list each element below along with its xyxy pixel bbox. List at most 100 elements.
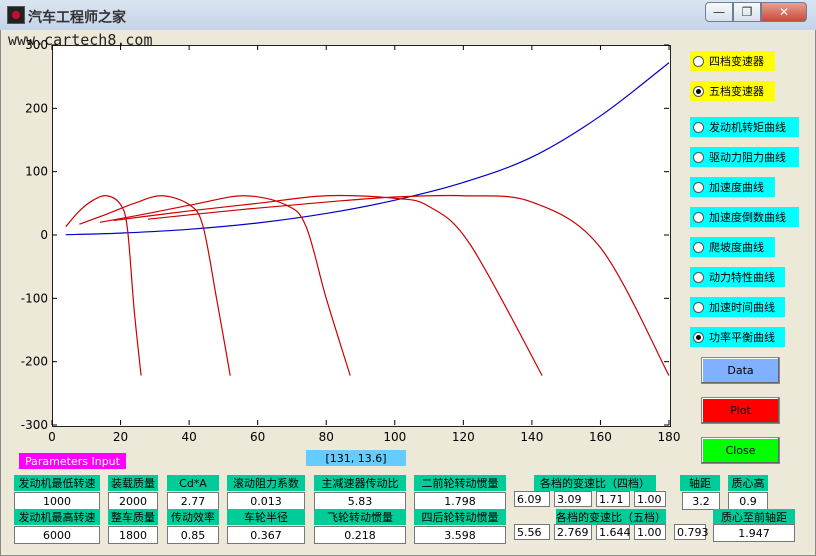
ratio4-gear3[interactable]: 1.71 [596, 491, 630, 507]
close-button[interactable]: Close [701, 437, 780, 464]
ratio5-gear3[interactable]: 1.644 [596, 524, 631, 540]
y-tick-label: 100 [25, 165, 48, 179]
radio-drive-resistance-curve[interactable]: 驱动力阻力曲线 [690, 147, 799, 167]
radio-dot[interactable] [693, 301, 704, 313]
radio-label: 加速度倒数曲线 [709, 211, 786, 224]
x-tick-label: 140 [520, 430, 543, 444]
final-drive-field[interactable]: 5.83 [314, 492, 406, 510]
radio-dot[interactable] [693, 55, 704, 67]
series-line-5 [147, 194, 670, 376]
x-tick-label: 180 [658, 430, 681, 444]
ratio5-gear4[interactable]: 1.00 [634, 524, 666, 540]
max-speed-field[interactable]: 6000 [14, 526, 100, 544]
curb-mass-field[interactable]: 1800 [108, 526, 158, 544]
radio-label: 发动机转矩曲线 [709, 121, 786, 134]
series-line-4 [113, 194, 543, 376]
radio-label: 四档变速器 [709, 55, 764, 68]
radio-label: 爬坡度曲线 [709, 241, 764, 254]
wheel-radius-field[interactable]: 0.367 [227, 526, 305, 544]
rolling-coef-label: 滚动阻力系数 [227, 475, 305, 491]
radio-dynamic-factor-curve[interactable]: 动力特性曲线 [690, 267, 785, 287]
close-window-icon[interactable]: ✕ [761, 2, 807, 22]
coordinate-readout: [131, 13.6] [306, 450, 406, 466]
app-icon [7, 6, 25, 24]
cg-height-field[interactable]: 0.9 [728, 492, 768, 510]
radio-label: 功率平衡曲线 [709, 331, 775, 344]
x-tick-label: 160 [589, 430, 612, 444]
radio-inverse-acceleration-curve[interactable]: 加速度倒数曲线 [690, 207, 799, 227]
rolling-coef-field[interactable]: 0.013 [227, 492, 305, 510]
front-inertia-field[interactable]: 1.798 [414, 492, 506, 510]
ratio4-gear1[interactable]: 6.09 [514, 491, 550, 507]
parameters-input-label: Parameters Input [19, 453, 126, 469]
radio-dot[interactable] [693, 121, 704, 133]
x-tick-label: 80 [319, 430, 334, 444]
radio-dot[interactable] [693, 241, 704, 253]
radio-power-balance-curve[interactable]: 功率平衡曲线 [690, 327, 785, 347]
ratios-5-label: 各档的变速比（五档） [556, 509, 666, 525]
cda-label: Cd*A [167, 475, 219, 491]
final-drive-label: 主减速器传动比 [314, 475, 406, 491]
load-mass-field[interactable]: 2000 [108, 492, 158, 510]
ratio5-gear2[interactable]: 2.769 [554, 524, 592, 540]
minimize-icon[interactable]: — [705, 2, 733, 22]
radio-acceleration-curve[interactable]: 加速度曲线 [690, 177, 775, 197]
radio-label: 动力特性曲线 [709, 271, 775, 284]
radio-label: 加速度曲线 [709, 181, 764, 194]
wheelbase-field[interactable]: 3.2 [682, 492, 720, 510]
x-tick-label: 20 [113, 430, 128, 444]
title-bar: 汽车工程师之家 — ❐ ✕ [0, 0, 816, 30]
window-controls: — ❐ ✕ [705, 2, 807, 22]
ratio5-gear1[interactable]: 5.56 [514, 524, 550, 540]
y-tick-label: 300 [25, 38, 48, 52]
min-speed-label: 发动机最低转速 [14, 475, 100, 491]
min-speed-field[interactable]: 1000 [14, 492, 100, 510]
ratio5-gear5[interactable]: 0.793 [674, 524, 709, 540]
efficiency-field[interactable]: 0.85 [167, 526, 219, 544]
efficiency-label: 传动效率 [167, 509, 219, 525]
radio-acceleration-time-curve[interactable]: 加速时间曲线 [690, 297, 785, 317]
y-tick-label: -300 [21, 418, 48, 432]
ratio4-gear2[interactable]: 3.09 [554, 491, 592, 507]
series-line-0 [65, 62, 670, 236]
curb-mass-label: 整车质量 [108, 509, 158, 525]
radio-torque-curve[interactable]: 发动机转矩曲线 [690, 117, 799, 137]
plot-button[interactable]: Plot [701, 397, 780, 424]
rear-inertia-label: 四后轮转动惯量 [414, 509, 506, 525]
radio-dot[interactable] [693, 271, 704, 283]
radio-gearbox-5[interactable]: 五档变速器 [690, 81, 775, 101]
y-tick-label: 200 [25, 101, 48, 115]
rear-inertia-field[interactable]: 3.598 [414, 526, 506, 544]
radio-gradeability-curve[interactable]: 爬坡度曲线 [690, 237, 775, 257]
x-tick-label: 0 [48, 430, 56, 444]
window-title: 汽车工程师之家 [28, 10, 126, 26]
radio-dot[interactable] [693, 85, 704, 97]
cg-height-label: 质心高 [728, 475, 768, 491]
data-button[interactable]: Data [701, 357, 780, 384]
front-inertia-label: 二前轮转动惯量 [414, 475, 506, 491]
radio-gearbox-4[interactable]: 四档变速器 [690, 51, 775, 71]
flywheel-inertia-field[interactable]: 0.218 [314, 526, 406, 544]
radio-label: 加速时间曲线 [709, 301, 775, 314]
cg-front-field[interactable]: 1.947 [713, 524, 795, 542]
radio-dot[interactable] [693, 211, 704, 223]
series-line-2 [79, 195, 231, 376]
wheelbase-label: 轴距 [680, 475, 720, 491]
x-tick-label: 60 [250, 430, 265, 444]
radio-dot[interactable] [693, 331, 704, 343]
ratio4-gear4[interactable]: 1.00 [634, 491, 666, 507]
load-mass-label: 装载质量 [108, 475, 158, 491]
wheel-radius-label: 车轮半径 [227, 509, 305, 525]
series-line-3 [99, 195, 351, 376]
plot-area[interactable] [52, 45, 671, 427]
x-tick-label: 100 [383, 430, 406, 444]
radio-dot[interactable] [693, 181, 704, 193]
radio-label: 驱动力阻力曲线 [709, 151, 786, 164]
radio-dot[interactable] [693, 151, 704, 163]
restore-icon[interactable]: ❐ [733, 2, 761, 22]
y-tick-label: -100 [21, 291, 48, 305]
cda-field[interactable]: 2.77 [167, 492, 219, 510]
watermark-text: www.cartech8.com [8, 31, 153, 49]
y-tick-label: -200 [21, 355, 48, 369]
